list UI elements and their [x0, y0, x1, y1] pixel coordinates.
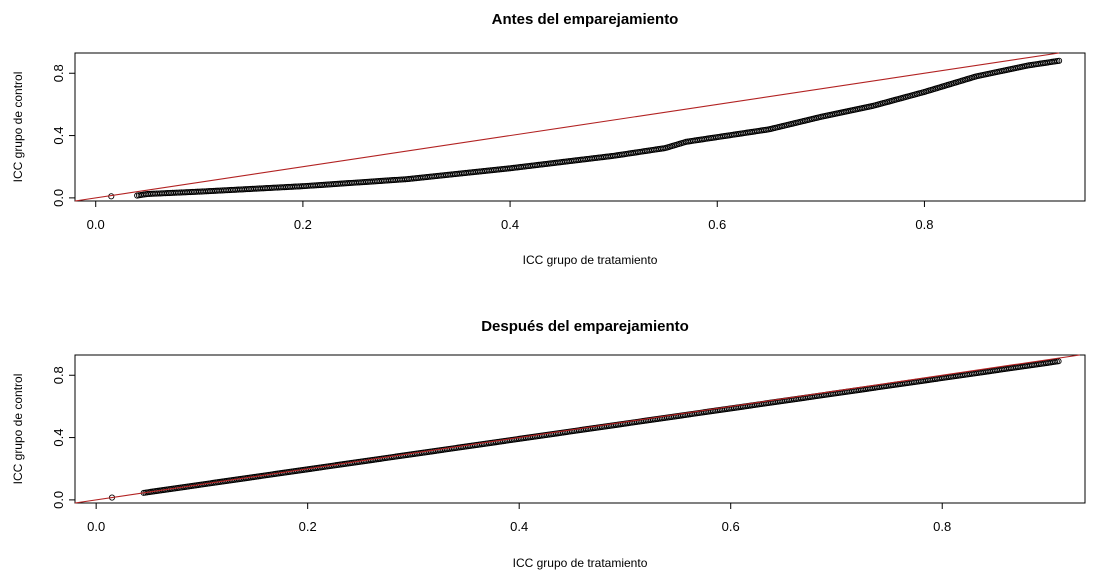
x-tick-label: 0.6: [722, 519, 740, 534]
x-tick-label: 0.8: [915, 217, 933, 232]
x-axis: 0.0 0.2 0.4 0.6 0.8: [87, 503, 951, 534]
reference-line: [74, 354, 1080, 504]
y-axis-label: ICC grupo de control: [11, 72, 25, 183]
x-axis-label: ICC grupo de tratamiento: [523, 253, 658, 267]
reference-line: [74, 52, 1060, 202]
reference-line-layer: [74, 52, 1060, 202]
x-tick-label: 0.4: [510, 519, 528, 534]
plot-frame: [74, 52, 1086, 202]
x-tick-label: 0.0: [87, 217, 105, 232]
points-layer: [108, 358, 1062, 501]
panel-before-matching: Antes del emparejamiento 0.00.40.8 0.0 0.…: [11, 11, 1086, 267]
reference-line-layer: [74, 354, 1080, 504]
chart-title: Después del emparejamiento: [481, 318, 689, 335]
y-axis: 0.0 0.4 0.8: [51, 64, 75, 207]
x-tick-label: 0.0: [87, 519, 105, 534]
y-axis: 0.0 0.4 0.8: [51, 366, 75, 509]
y-tick-label: 0.4: [51, 429, 66, 447]
x-axis: 0.0 0.2 0.4 0.6 0.8: [87, 201, 933, 232]
y-axis-label: ICC grupo de control: [11, 374, 25, 485]
panel-after-matching: Después del emparejamiento 0.0 0.4 0.8 0.0…: [11, 318, 1086, 570]
x-axis-label: ICC grupo de tratamiento: [513, 556, 648, 570]
x-tick-label: 0.2: [294, 217, 312, 232]
x-tick-label: 0.6: [708, 217, 726, 232]
points-layer: [108, 57, 1063, 200]
x-tick-label: 0.4: [501, 217, 519, 232]
y-tick-label: 0.8: [51, 366, 66, 384]
y-tick-label: 0.0: [51, 189, 66, 207]
plot-frame: [74, 354, 1086, 504]
y-tick-label: 0.4: [51, 127, 66, 145]
y-tick-label: 0.8: [51, 64, 66, 82]
chart-title: Antes del emparejamiento: [492, 11, 679, 28]
y-tick-label: 0.0: [51, 491, 66, 509]
x-tick-label: 0.8: [933, 519, 951, 534]
x-tick-label: 0.2: [299, 519, 317, 534]
data-point: [1056, 57, 1063, 64]
